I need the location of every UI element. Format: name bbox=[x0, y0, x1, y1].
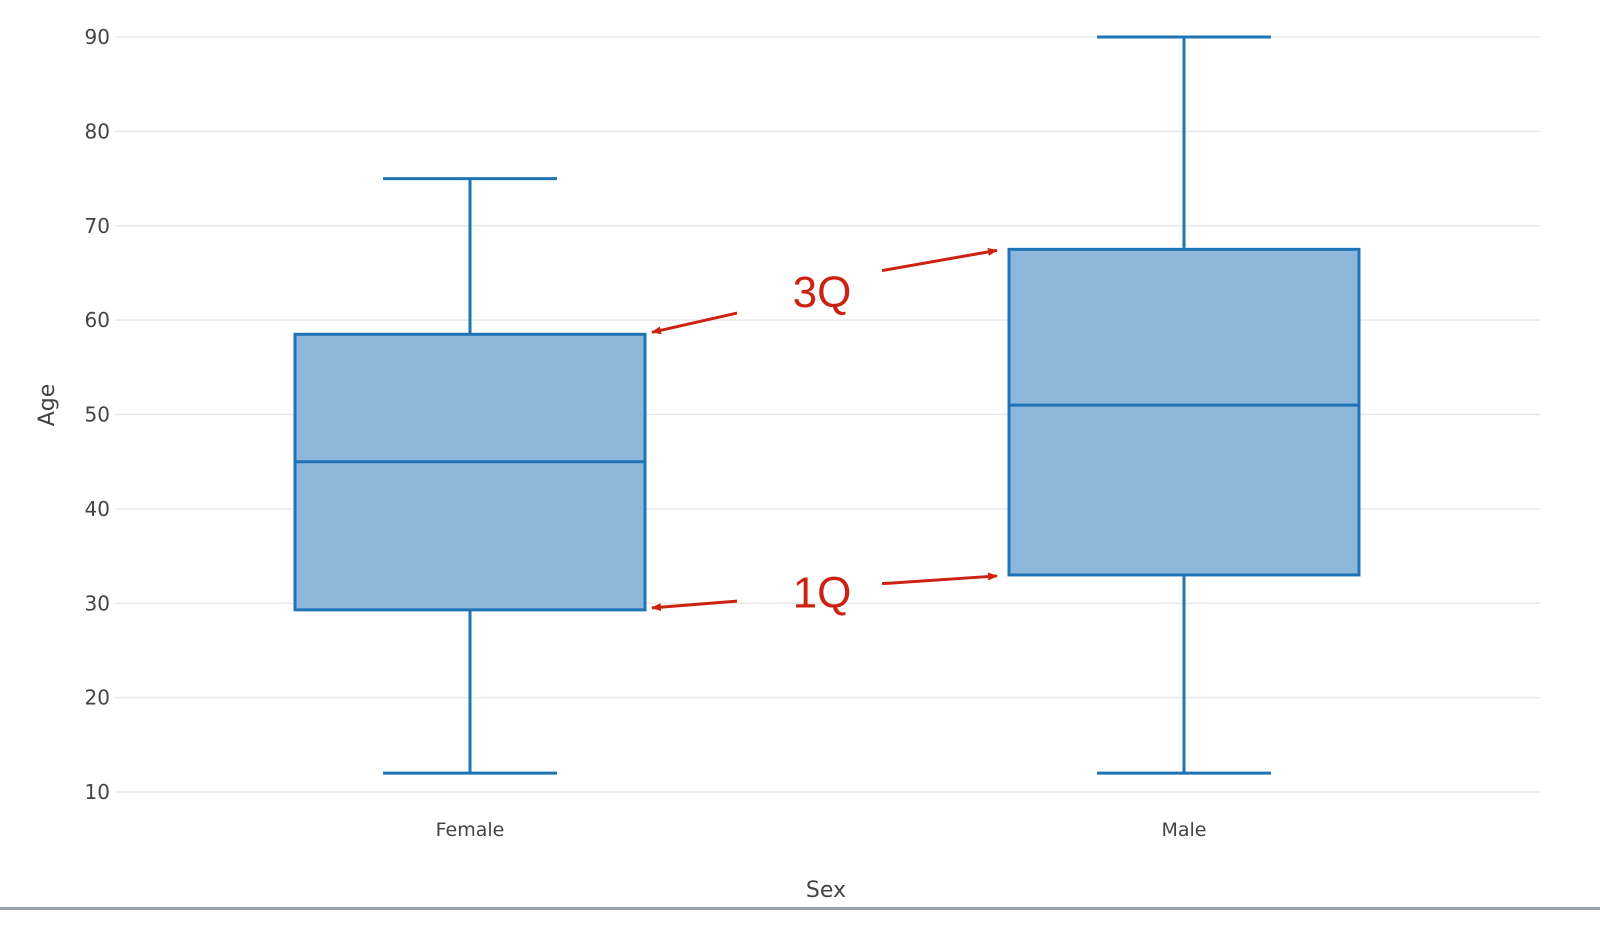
y-tick-label-10: 10 bbox=[85, 780, 110, 804]
annotation-label-3q: 3Q bbox=[793, 268, 852, 317]
y-axis-title: Age bbox=[35, 384, 60, 427]
y-tick-label-90: 90 bbox=[85, 25, 110, 49]
box-female bbox=[293, 177, 647, 775]
annotations: 3Q 1Q bbox=[651, 247, 998, 617]
y-tick-label-70: 70 bbox=[85, 214, 110, 238]
annotation-arrow-3q-female bbox=[651, 311, 738, 335]
box-male bbox=[1007, 35, 1361, 775]
y-tick-label-20: 20 bbox=[85, 686, 110, 710]
x-tick-label-female: Female bbox=[436, 819, 505, 841]
iqr-box-male bbox=[1007, 247, 1361, 577]
annotation-label-1q: 1Q bbox=[793, 568, 852, 617]
annotation-arrow-1q-male bbox=[881, 572, 998, 586]
y-tick-label-30: 30 bbox=[85, 591, 110, 615]
y-tick-label-50: 50 bbox=[85, 403, 110, 427]
x-axis-ticks: Female Male bbox=[436, 819, 1207, 841]
y-tick-label-80: 80 bbox=[85, 119, 110, 143]
bottom-divider bbox=[0, 907, 1600, 910]
x-axis-title: Sex bbox=[806, 878, 846, 903]
annotation-arrow-1q-female bbox=[651, 599, 738, 612]
y-axis-ticks: 10 20 30 40 50 60 70 80 90 bbox=[85, 25, 110, 804]
annotation-arrow-3q-male bbox=[881, 247, 998, 273]
y-tick-label-60: 60 bbox=[85, 308, 110, 332]
y-tick-label-40: 40 bbox=[85, 497, 110, 521]
boxes bbox=[293, 35, 1361, 775]
iqr-box-female bbox=[293, 332, 647, 612]
x-tick-label-male: Male bbox=[1161, 819, 1206, 841]
